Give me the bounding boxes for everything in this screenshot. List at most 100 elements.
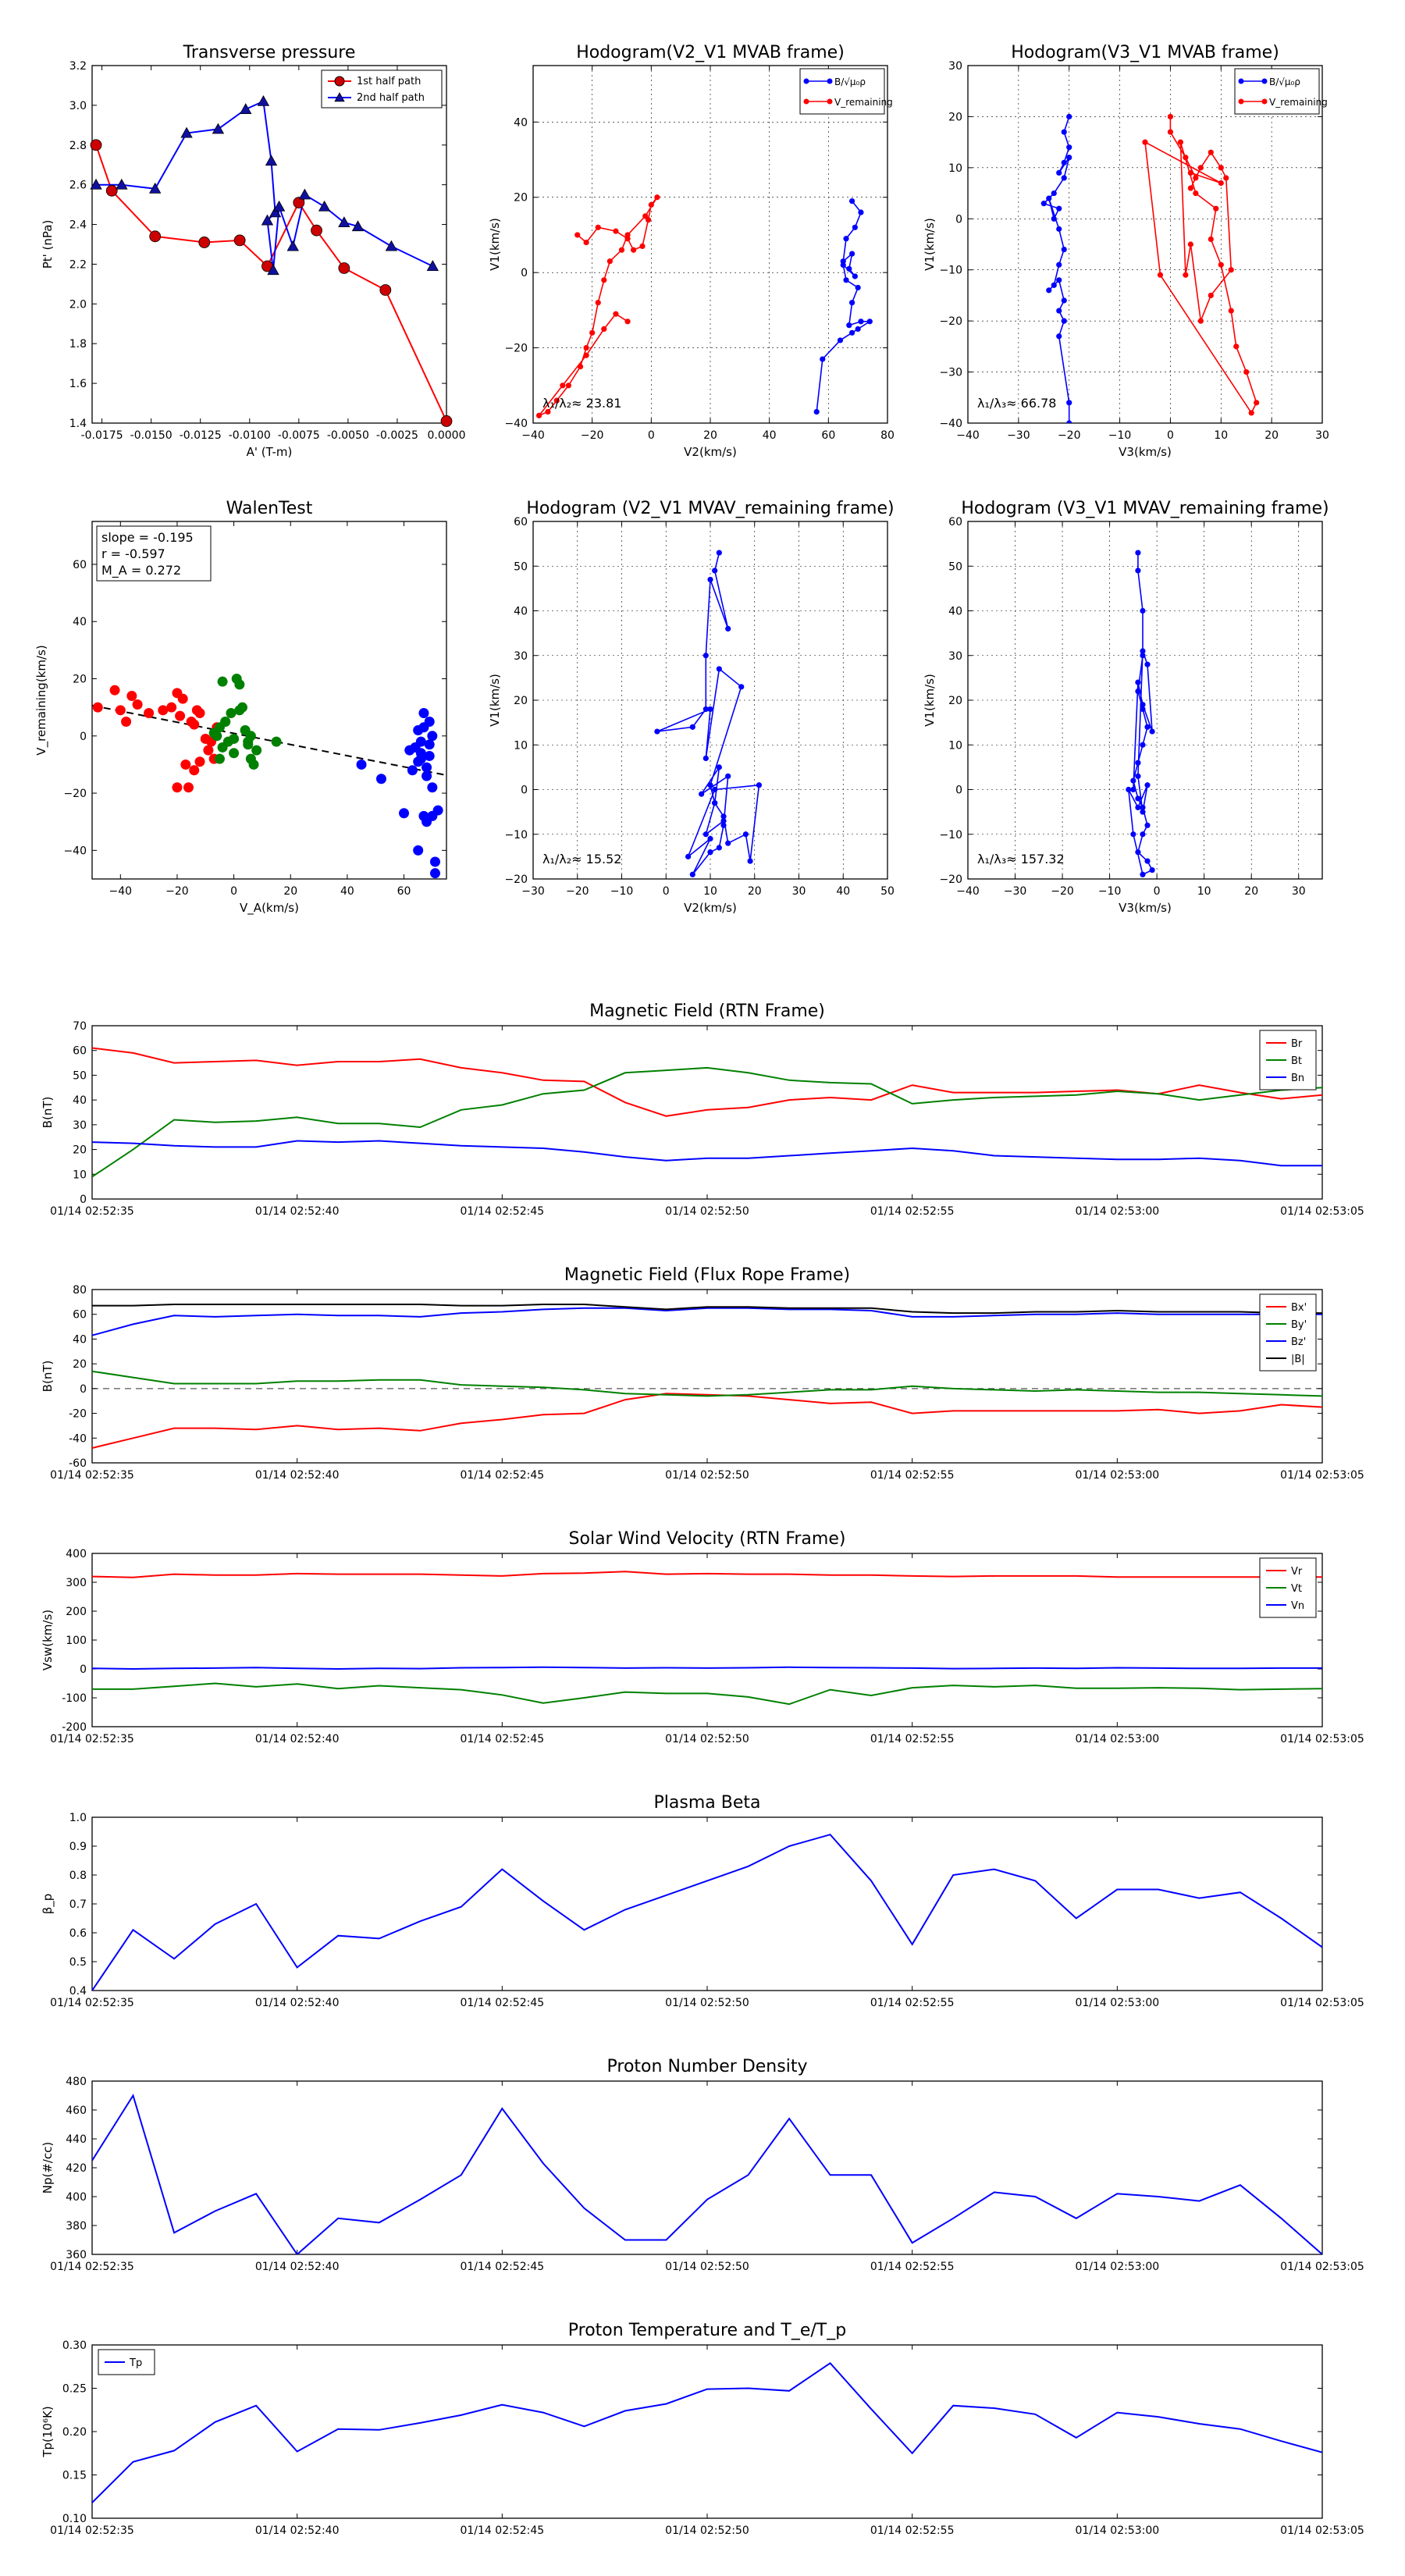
tp-point-1st: [105, 184, 118, 197]
h1-point: [618, 247, 625, 253]
h3-point: [689, 871, 695, 877]
beta-ytick-label: 1.0: [69, 1812, 87, 1824]
h4-point: [1140, 804, 1146, 810]
h3-xtick-label: −30: [521, 885, 545, 898]
walen-point-blue: [415, 748, 426, 759]
h2-point: [1254, 400, 1260, 406]
walen-point-blue: [422, 770, 432, 781]
magfr-xtick-label: 01/14 02:52:50: [665, 1469, 749, 1482]
walen-point-green: [245, 731, 256, 742]
h2-series-1: [1144, 116, 1257, 415]
h1-point: [624, 232, 631, 238]
h2-ytick-label: −40: [939, 418, 962, 430]
h1-point: [846, 322, 852, 329]
vel-legend-label: Vr: [1291, 1566, 1303, 1578]
h2-point: [1157, 272, 1164, 278]
walen-ytick-label: −20: [63, 788, 87, 800]
walen-point-red: [126, 691, 137, 702]
np-xtick-label: 01/14 02:52:40: [255, 2261, 340, 2273]
h1-point: [654, 194, 660, 201]
magfr-ylabel: B(nT): [41, 1361, 55, 1393]
magfr-series-|B|: [92, 1304, 1322, 1315]
h2-legend: [1234, 68, 1320, 115]
h3-ytick-label: 0: [521, 785, 528, 797]
temp-ytick-label: 0.20: [62, 2426, 87, 2439]
h3-point: [725, 625, 731, 632]
beta-xtick-label: 01/14 02:52:55: [870, 1997, 955, 2009]
h3-point: [716, 764, 722, 770]
tp-point-1st: [293, 197, 305, 208]
h2-point: [1248, 410, 1254, 416]
tp-point-2nd: [149, 182, 162, 194]
h2-xtick-label: 30: [1315, 429, 1329, 442]
walen-point-green: [220, 716, 231, 727]
h4-xtick-label: −10: [1098, 885, 1122, 898]
h1-series-0: [816, 201, 873, 412]
h2-point: [1066, 144, 1072, 151]
tp-point-2nd: [385, 240, 398, 251]
h4-point: [1135, 550, 1141, 556]
walen-xtick-label: 0: [230, 885, 237, 898]
h1-point: [837, 337, 844, 343]
h1-point: [583, 239, 589, 246]
h2-legend-marker: [1261, 78, 1268, 84]
h2-point: [1061, 297, 1067, 304]
h1-point: [577, 364, 584, 370]
h1-xtick-label: 40: [763, 429, 777, 442]
h3-xlabel: V2(km/s): [684, 901, 737, 915]
vel-ytick-label: -200: [62, 1721, 87, 1734]
h4-point: [1140, 831, 1146, 838]
h2-legend-label: B/√μ₀ρ: [1269, 76, 1300, 87]
temp-xtick-label: 01/14 02:52:35: [50, 2524, 134, 2537]
walen-ytick-label: −40: [63, 845, 87, 857]
h3-point: [716, 845, 722, 851]
beta-xtick-label: 01/14 02:52:45: [460, 1997, 544, 2009]
h1-point: [840, 262, 846, 269]
tp-point-2nd: [298, 188, 311, 200]
magfr-legend-label: |B|: [1291, 1354, 1305, 1365]
h2-point: [1066, 400, 1072, 406]
magrtn-series-Br: [92, 1047, 1322, 1117]
magfr-legend-label: Bz': [1291, 1336, 1306, 1348]
h4-xtick-label: 10: [1197, 885, 1211, 898]
vel-xtick-label: 01/14 02:52:35: [50, 1733, 134, 1745]
magrtn-ytick-label: 20: [73, 1144, 87, 1157]
h4-point: [1140, 653, 1146, 659]
tp-point-1st: [149, 230, 162, 243]
h2-point: [1051, 215, 1057, 222]
magfr-ytick-label: -40: [69, 1432, 87, 1445]
vel-series-Vr: [92, 1571, 1322, 1578]
walen-point-red: [115, 705, 126, 716]
walen-point-blue: [418, 707, 429, 718]
walen-point-green: [234, 705, 245, 716]
tp-ytick-label: 1.8: [69, 338, 87, 350]
h1-xtick-label: 60: [821, 429, 835, 442]
h3-point: [707, 849, 713, 856]
walen-point-green: [229, 733, 240, 744]
magrtn-legend-label: Br: [1291, 1038, 1303, 1050]
h4-ytick-label: 10: [948, 739, 962, 752]
h1-point: [631, 247, 637, 253]
h2-ytick-label: 20: [948, 111, 962, 123]
h4-point: [1135, 773, 1141, 779]
h1-legend-marker: [827, 98, 833, 105]
magrtn-xtick-label: 01/14 02:52:55: [870, 1205, 955, 1218]
h4-point: [1144, 782, 1151, 788]
h3-ytick-label: 10: [514, 739, 528, 752]
walen-point-blue: [427, 731, 438, 742]
vel-xtick-label: 01/14 02:52:50: [665, 1733, 749, 1745]
h1-point: [545, 408, 551, 415]
walen-point-red: [158, 705, 169, 716]
np-xtick-label: 01/14 02:53:00: [1075, 2261, 1159, 2273]
h1-ylabel: V1(km/s): [488, 218, 502, 271]
tp-ytick-label: 1.6: [69, 378, 87, 390]
magfr-legend-label: Bx': [1291, 1302, 1307, 1314]
magfr-xtick-label: 01/14 02:53:05: [1280, 1469, 1364, 1482]
h4-ytick-label: 20: [948, 695, 962, 707]
h4-point: [1130, 786, 1136, 793]
h1-xtick-label: −20: [581, 429, 604, 442]
h3-annotation: λ₁/λ₂≈ 15.52: [542, 852, 621, 866]
h3-point: [716, 550, 722, 556]
h3-ytick-label: 30: [514, 650, 528, 663]
walen-point-blue: [429, 856, 440, 867]
